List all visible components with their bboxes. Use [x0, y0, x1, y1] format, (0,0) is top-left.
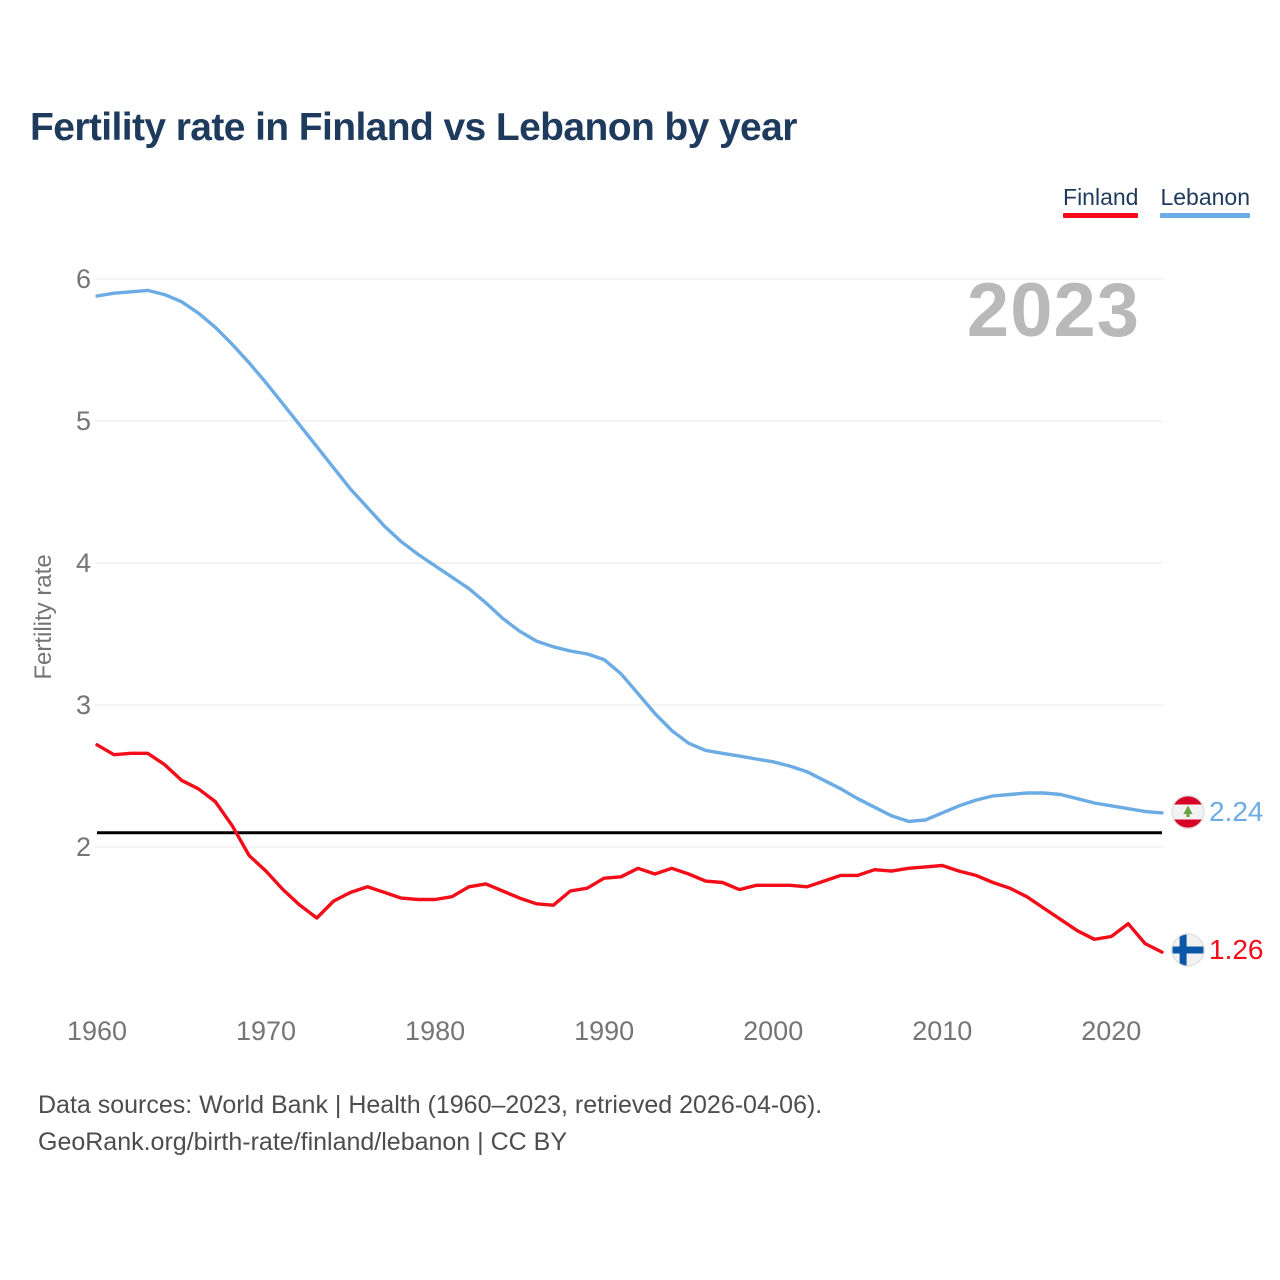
finland-end-value: 1.26 [1209, 934, 1264, 965]
y-tick-label-6: 6 [76, 264, 91, 294]
finland-line [95, 743, 1164, 954]
y-tick-label-4: 4 [76, 548, 91, 578]
footer: Data sources: World Bank | Health (1960–… [38, 1087, 822, 1161]
lebanon-flag-icon [1171, 795, 1205, 829]
legend-item-finland[interactable]: Finland [1063, 184, 1139, 218]
finland-flag-icon [1171, 933, 1205, 967]
year-watermark: 2023 [966, 268, 1140, 353]
footer-attribution: GeoRank.org/birth-rate/finland/lebanon |… [38, 1128, 568, 1156]
finland-color-swatch [1063, 213, 1139, 218]
lebanon-line [95, 288, 1164, 824]
x-tick-label-2020: 2020 [1081, 1016, 1141, 1046]
legend-item-lebanon[interactable]: Lebanon [1160, 184, 1250, 218]
legend-label: Finland [1063, 184, 1139, 210]
footer-data-sources: Data sources: World Bank | Health (1960–… [38, 1091, 823, 1119]
lebanon-color-swatch [1160, 213, 1250, 218]
x-tick-label-1960: 1960 [67, 1016, 127, 1046]
lebanon-end-value: 2.24 [1209, 796, 1264, 827]
y-tick-label-5: 5 [76, 406, 91, 436]
y-tick-label-3: 3 [76, 690, 91, 720]
x-tick-label-1980: 1980 [405, 1016, 465, 1046]
y-tick-label-2: 2 [76, 832, 91, 862]
legend: Finland Lebanon [1063, 184, 1250, 218]
x-tick-label-1990: 1990 [574, 1016, 634, 1046]
x-tick-label-1970: 1970 [236, 1016, 296, 1046]
page-title: Fertility rate in Finland vs Lebanon by … [30, 106, 797, 149]
x-tick-label-2000: 2000 [743, 1016, 803, 1046]
x-tick-label-2010: 2010 [912, 1016, 972, 1046]
legend-label: Lebanon [1160, 184, 1250, 210]
